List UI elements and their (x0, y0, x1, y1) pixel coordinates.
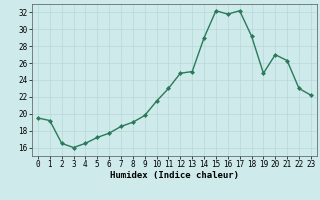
X-axis label: Humidex (Indice chaleur): Humidex (Indice chaleur) (110, 171, 239, 180)
